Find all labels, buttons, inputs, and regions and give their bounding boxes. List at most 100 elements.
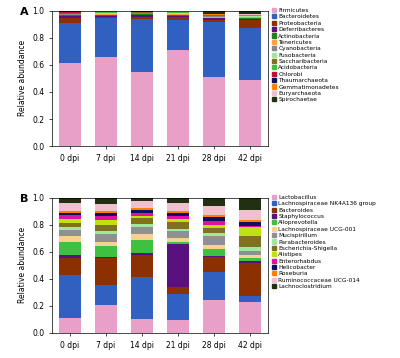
Bar: [131, 202, 153, 208]
Bar: [239, 17, 261, 18]
Bar: [203, 77, 225, 146]
Y-axis label: Relative abundance: Relative abundance: [18, 40, 27, 116]
Bar: [167, 216, 189, 219]
Bar: [203, 21, 225, 77]
Bar: [59, 258, 81, 275]
Legend: Firmicutes, Bacteroidetes, Proteobacteria, Deferribacteres, Actinobacteria, Tene: Firmicutes, Bacteroidetes, Proteobacteri…: [272, 8, 339, 102]
Bar: [239, 236, 261, 247]
Bar: [95, 231, 117, 233]
Bar: [59, 318, 81, 333]
Bar: [203, 206, 225, 214]
Bar: [203, 20, 225, 21]
Bar: [167, 16, 189, 17]
Bar: [239, 28, 261, 80]
Bar: [95, 16, 117, 17]
Bar: [203, 256, 225, 257]
Bar: [131, 210, 153, 213]
Y-axis label: Relative abundance: Relative abundance: [18, 227, 27, 303]
Bar: [131, 319, 153, 333]
Bar: [95, 233, 117, 242]
Bar: [131, 218, 153, 224]
Bar: [59, 13, 81, 14]
Bar: [95, 242, 117, 246]
Bar: [239, 263, 261, 296]
Bar: [59, 213, 81, 216]
Bar: [203, 272, 225, 300]
Bar: [131, 198, 153, 202]
Bar: [95, 305, 117, 333]
Bar: [167, 14, 189, 15]
Bar: [167, 15, 189, 16]
Bar: [59, 255, 81, 258]
Bar: [239, 302, 261, 333]
Bar: [167, 17, 189, 20]
Bar: [131, 15, 153, 16]
Bar: [131, 216, 153, 218]
Bar: [131, 240, 153, 253]
Bar: [203, 198, 225, 206]
Bar: [203, 217, 225, 221]
Bar: [167, 242, 189, 244]
Bar: [95, 246, 117, 257]
Bar: [203, 245, 225, 250]
Bar: [95, 216, 117, 219]
Bar: [95, 17, 117, 18]
Bar: [131, 208, 153, 210]
Bar: [95, 13, 117, 14]
Bar: [239, 198, 261, 210]
Bar: [167, 287, 189, 294]
Bar: [131, 277, 153, 319]
Bar: [203, 224, 225, 228]
Bar: [167, 294, 189, 320]
Bar: [95, 14, 117, 15]
Bar: [167, 211, 189, 213]
Bar: [131, 253, 153, 255]
Bar: [131, 213, 153, 216]
Bar: [59, 236, 81, 242]
Bar: [59, 198, 81, 203]
Bar: [131, 255, 153, 277]
Bar: [59, 229, 81, 236]
Bar: [203, 257, 225, 272]
Bar: [203, 228, 225, 233]
Bar: [59, 216, 81, 219]
Bar: [203, 214, 225, 217]
Bar: [131, 234, 153, 240]
Bar: [203, 250, 225, 256]
Bar: [95, 204, 117, 211]
Bar: [239, 15, 261, 16]
Bar: [203, 11, 225, 14]
Bar: [203, 236, 225, 245]
Bar: [131, 14, 153, 15]
Bar: [167, 213, 189, 216]
Bar: [239, 19, 261, 20]
Bar: [59, 18, 81, 23]
Bar: [59, 16, 81, 18]
Bar: [95, 258, 117, 285]
Bar: [59, 23, 81, 63]
Bar: [239, 251, 261, 255]
Bar: [95, 219, 117, 225]
Bar: [95, 57, 117, 146]
Bar: [59, 63, 81, 146]
Bar: [95, 225, 117, 231]
Bar: [167, 219, 189, 222]
Bar: [95, 15, 117, 16]
Bar: [203, 221, 225, 224]
Bar: [239, 227, 261, 236]
Bar: [59, 242, 81, 255]
Bar: [239, 247, 261, 251]
Text: B: B: [20, 194, 28, 203]
Bar: [59, 223, 81, 227]
Bar: [239, 222, 261, 226]
Bar: [203, 18, 225, 19]
Bar: [239, 80, 261, 146]
Bar: [239, 20, 261, 28]
Bar: [167, 229, 189, 231]
Bar: [239, 18, 261, 19]
Bar: [95, 18, 117, 57]
Bar: [167, 244, 189, 287]
Bar: [95, 211, 117, 213]
Bar: [59, 219, 81, 223]
Bar: [131, 13, 153, 14]
